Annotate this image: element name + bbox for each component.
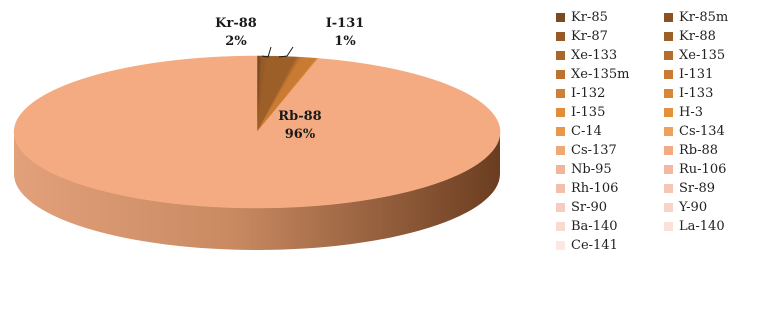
legend-swatch xyxy=(556,203,565,212)
legend-item: Ru-106 xyxy=(664,160,760,179)
legend-item: Kr-85 xyxy=(556,8,652,27)
legend-label: Ce-141 xyxy=(571,238,618,253)
legend-swatch xyxy=(556,13,565,22)
legend-swatch xyxy=(664,184,673,193)
legend-label: Sr-90 xyxy=(571,200,608,215)
legend-label: La-140 xyxy=(679,219,725,234)
legend-item: Ce-141 xyxy=(556,236,652,255)
legend-swatch xyxy=(664,108,673,117)
legend-item: I-133 xyxy=(664,84,760,103)
slice-label-percent: 1% xyxy=(334,34,356,49)
legend-swatch xyxy=(556,165,565,174)
slice-label-percent: 2% xyxy=(225,34,247,49)
legend-label: Ru-106 xyxy=(679,162,727,177)
legend-label: Ba-140 xyxy=(571,219,618,234)
legend-item: Xe-135 xyxy=(664,46,760,65)
legend-item: Xe-133 xyxy=(556,46,652,65)
legend-item: H-3 xyxy=(664,103,760,122)
legend-label: Kr-85m xyxy=(679,10,729,25)
legend-item: I-132 xyxy=(556,84,652,103)
legend-label: Kr-88 xyxy=(679,29,716,44)
legend-swatch xyxy=(556,32,565,41)
legend-item: Rb-88 xyxy=(664,141,760,160)
legend-label: I-133 xyxy=(679,86,714,101)
legend-swatch xyxy=(556,89,565,98)
legend-item: Cs-134 xyxy=(664,122,760,141)
legend-label: I-131 xyxy=(679,67,714,82)
legend-swatch xyxy=(556,70,565,79)
legend-item: I-131 xyxy=(664,65,760,84)
legend-label: Rb-88 xyxy=(679,143,719,158)
legend-item: La-140 xyxy=(664,217,760,236)
legend-item: Cs-137 xyxy=(556,141,652,160)
legend-item: C-14 xyxy=(556,122,652,141)
legend-label: Cs-137 xyxy=(571,143,617,158)
legend-label: Cs-134 xyxy=(679,124,725,139)
legend-swatch xyxy=(664,146,673,155)
legend-swatch xyxy=(664,165,673,174)
legend-item: Rh-106 xyxy=(556,179,652,198)
legend-swatch xyxy=(664,51,673,60)
legend-item: Sr-90 xyxy=(556,198,652,217)
legend-item: Xe-135m xyxy=(556,65,652,84)
legend-label: Sr-89 xyxy=(679,181,716,196)
slice-label-name: Rb-88 xyxy=(278,109,321,124)
legend-label: I-135 xyxy=(571,105,606,120)
pie-side-wall xyxy=(14,132,500,250)
legend-swatch xyxy=(664,222,673,231)
legend-label: Kr-87 xyxy=(571,29,608,44)
legend-label: Kr-85 xyxy=(571,10,608,25)
legend-label: Xe-135m xyxy=(571,67,630,82)
legend: Kr-85 Kr-85m Kr-87 Kr-88 Xe-133 Xe-135 Xe-135m… xyxy=(556,8,756,255)
legend-label: C-14 xyxy=(571,124,602,139)
legend-item: Kr-88 xyxy=(664,27,760,46)
legend-item: I-135 xyxy=(556,103,652,122)
legend-swatch xyxy=(556,108,565,117)
legend-label: Xe-133 xyxy=(571,48,618,63)
legend-item: Ba-140 xyxy=(556,217,652,236)
legend-swatch xyxy=(556,222,565,231)
legend-item: Sr-89 xyxy=(664,179,760,198)
leader-line-i-131 xyxy=(278,46,294,58)
legend-swatch xyxy=(664,70,673,79)
legend-label: Nb-95 xyxy=(571,162,612,177)
legend-swatch xyxy=(664,203,673,212)
legend-swatch xyxy=(664,32,673,41)
legend-swatch xyxy=(556,184,565,193)
legend-swatch xyxy=(556,241,565,250)
legend-label: I-132 xyxy=(571,86,606,101)
legend-label: Xe-135 xyxy=(679,48,726,63)
legend-swatch xyxy=(664,89,673,98)
legend-swatch xyxy=(664,127,673,136)
pie-chart: Kr-88 2% I-131 1% Rb-88 96% xyxy=(13,16,501,250)
legend-swatch xyxy=(556,146,565,155)
legend-item: Kr-87 xyxy=(556,27,652,46)
legend-item: Y-90 xyxy=(664,198,760,217)
legend-swatch xyxy=(556,127,565,136)
legend-label: Y-90 xyxy=(679,200,708,215)
legend-item: Nb-95 xyxy=(556,160,652,179)
slice-label-name: I-131 xyxy=(326,16,365,31)
legend-swatch xyxy=(664,13,673,22)
legend-item: Kr-85m xyxy=(664,8,760,27)
legend-label: H-3 xyxy=(679,105,704,120)
legend-label: Rh-106 xyxy=(571,181,619,196)
slice-label-percent: 96% xyxy=(285,127,316,142)
leader-line-kr-88 xyxy=(261,46,272,58)
pie-slice-rb-88 xyxy=(13,55,501,209)
slice-label-name: Kr-88 xyxy=(215,16,257,31)
legend-swatch xyxy=(556,51,565,60)
